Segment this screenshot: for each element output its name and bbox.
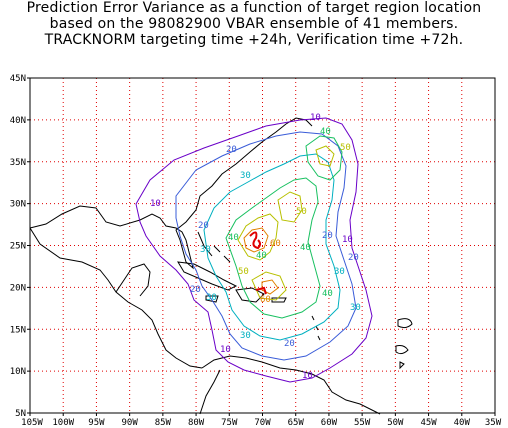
contour-labels: 1010101010202020202020303030303030404040…: [150, 113, 361, 381]
contour-label: 50: [238, 267, 249, 277]
title-line-3: TRACKNORM targeting time +24h, Verificat…: [44, 32, 464, 48]
lon-label: 40W: [454, 418, 471, 428]
lon-label: 60W: [321, 418, 338, 428]
contour-50: [315, 145, 335, 167]
lat-label: 25N: [10, 242, 26, 252]
lon-label: 65W: [288, 418, 305, 428]
lon-label: 85W: [155, 418, 172, 428]
lon-label: 75W: [221, 418, 238, 428]
lat-label: 20N: [10, 283, 26, 293]
contour-label: 40: [228, 233, 239, 243]
contour-label: 30: [240, 331, 251, 341]
contour-label: 10: [342, 235, 353, 245]
contour-label: 40: [256, 251, 267, 261]
contour-label: 30: [350, 303, 361, 313]
coastlines: [29, 117, 413, 415]
contour-label: 20: [226, 145, 237, 155]
contour-50: [277, 191, 303, 223]
contour-20: [175, 131, 357, 361]
contour-label: 40: [322, 289, 333, 299]
contour-label: 60: [260, 295, 271, 305]
contour-label: 10: [310, 113, 321, 123]
lon-label: 50W: [387, 418, 404, 428]
contour-label: 30: [334, 267, 345, 277]
contour-40: [225, 177, 321, 319]
lat-label: 35N: [10, 158, 26, 168]
contour-label: 10: [150, 199, 161, 209]
contour-30: [203, 153, 341, 341]
contour-label: 40: [320, 127, 331, 137]
contour-label: 60: [270, 239, 281, 249]
contour-label: 20: [322, 231, 333, 241]
lon-label: 45W: [420, 418, 437, 428]
contour-label: 20: [348, 253, 359, 263]
lon-label: 70W: [254, 418, 271, 428]
title-line-1: Prediction Error Variance as a function …: [26, 0, 482, 16]
contour-label: 20: [284, 339, 295, 349]
lat-label: 15N: [10, 325, 26, 335]
lon-label: 80W: [188, 418, 205, 428]
variance-contours: [135, 117, 373, 383]
lat-label: 45N: [10, 74, 26, 84]
lat-lon-grid: [30, 78, 495, 413]
contour-label: 50: [296, 207, 307, 217]
contour-label: 30: [206, 293, 217, 303]
title-block: Prediction Error Variance as a function …: [0, 0, 508, 48]
axis-labels: 105W 100W 95W 90W 85W 80W 75W 70W 65W 60W 55W 50W 45…: [10, 74, 502, 428]
lat-label: 5N: [15, 409, 26, 419]
lat-label: 10N: [10, 367, 26, 377]
contour-label: 30: [240, 171, 251, 181]
contour-label: 50: [340, 143, 351, 153]
contour-label: 20: [190, 285, 201, 295]
lon-label: 90W: [122, 418, 139, 428]
contour-label: 40: [300, 243, 311, 253]
contour-60: [243, 227, 269, 253]
lat-label: 30N: [10, 200, 26, 210]
contour-peak: [255, 286, 267, 295]
contour-50: [237, 213, 279, 261]
lon-label: 35W: [485, 418, 502, 428]
contour-label: 20: [198, 221, 209, 231]
lon-label: 55W: [354, 418, 371, 428]
lon-label: 95W: [88, 418, 105, 428]
lon-label: 100W: [52, 418, 74, 428]
lon-label: 105W: [21, 418, 43, 428]
contour-peak: [249, 231, 261, 250]
contour-10: [135, 117, 373, 383]
contour-label: 10: [302, 371, 313, 381]
contour-label: 30: [200, 245, 211, 255]
lat-label: 40N: [10, 116, 26, 126]
contour-40: [305, 135, 343, 181]
title-line-2: based on the 98082900 VBAR ensemble of 4…: [49, 16, 459, 32]
contour-50: [251, 271, 287, 301]
contour-label: 10: [220, 345, 231, 355]
